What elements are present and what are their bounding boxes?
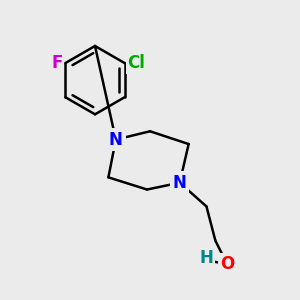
Text: N: N — [109, 130, 123, 148]
Text: H: H — [200, 250, 213, 268]
Text: F: F — [51, 54, 62, 72]
Text: O: O — [220, 255, 234, 273]
Text: N: N — [173, 174, 187, 192]
Text: Cl: Cl — [128, 54, 146, 72]
